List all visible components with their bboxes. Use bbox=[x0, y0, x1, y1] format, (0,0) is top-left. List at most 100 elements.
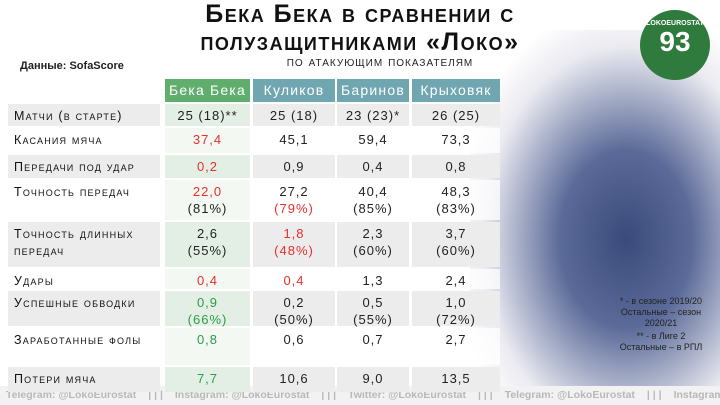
cell-value: 40,4 bbox=[358, 184, 388, 199]
cell-value: (85%) bbox=[353, 201, 393, 216]
cell-value: (66%) bbox=[187, 312, 228, 327]
row-label: Точность передач bbox=[8, 180, 160, 220]
table-cell: 9,0 bbox=[337, 367, 409, 392]
table-cell: 23 (23)* bbox=[337, 104, 409, 126]
row-label: Успешные обводки bbox=[8, 291, 160, 326]
column-header: Крыховяк bbox=[412, 79, 500, 102]
cell-value: 2,3 bbox=[362, 226, 384, 241]
table-cell: 10,6 bbox=[253, 367, 335, 392]
logo-number: 93 bbox=[659, 26, 691, 57]
cell-value: (81%) bbox=[187, 201, 228, 216]
cell-value: 9,0 bbox=[362, 371, 384, 386]
cell-value: (60%) bbox=[436, 243, 476, 258]
cell-value: 0,4 bbox=[283, 273, 305, 288]
row-label: Касания мяча bbox=[8, 128, 160, 153]
title-line: полузащитниками «Локо» bbox=[200, 28, 520, 56]
cell-value: 0,7 bbox=[362, 332, 384, 347]
cell-value: 0,2 bbox=[196, 159, 219, 174]
cell-value: 13,5 bbox=[441, 371, 471, 386]
row-label: Точность длинных передач bbox=[8, 222, 160, 267]
cell-value: 10,6 bbox=[279, 371, 309, 386]
table-cell: 40,4 (85%) bbox=[337, 180, 409, 220]
table-cell: 0,4 bbox=[253, 269, 335, 289]
table-cell: 0,5 (55%) bbox=[337, 291, 409, 327]
logo: LOKOEUROSTAT 93 bbox=[640, 10, 710, 80]
table-cell: 0,8 bbox=[412, 155, 500, 178]
table-cell: 0,7 bbox=[337, 328, 409, 365]
table-cell: 1,3 bbox=[337, 269, 409, 289]
footer-item: Twitter: @LokoEurostat bbox=[348, 389, 467, 401]
column-header: Бека Бека bbox=[165, 79, 250, 102]
table-cell: 0,2 (50%) bbox=[253, 291, 335, 327]
title-line: Бека Бека в сравнении с bbox=[205, 0, 515, 28]
separator: | | | bbox=[148, 389, 163, 401]
table-cell: 0,8 bbox=[165, 328, 250, 365]
cell-value: (50%) bbox=[274, 312, 314, 327]
table-cell: 45,1 bbox=[253, 128, 335, 153]
cell-value: (72%) bbox=[436, 312, 476, 327]
cell-value: (83%) bbox=[436, 201, 476, 216]
cell-value: 73,3 bbox=[441, 132, 471, 147]
logo-name: LOKOEUROSTAT bbox=[646, 20, 704, 27]
table-cell: 3,7 (60%) bbox=[412, 222, 500, 267]
table-cell: 37,4 bbox=[165, 128, 250, 153]
cell-value: 1,3 bbox=[362, 273, 384, 288]
table-cell: 73,3 bbox=[412, 128, 500, 153]
cell-value: 7,7 bbox=[196, 371, 219, 386]
table-cell: 0,2 bbox=[165, 155, 250, 178]
note: ** - в Лиге 2 Остальные – в РПЛ bbox=[619, 331, 703, 352]
row-label: Матчи (в старте) bbox=[8, 104, 160, 126]
player-photo bbox=[470, 30, 720, 405]
row-label: Удары bbox=[8, 269, 160, 289]
cell-value: 48,3 bbox=[441, 184, 471, 199]
table-cell: 59,4 bbox=[337, 128, 409, 153]
table-cell: 0,9 (66%) bbox=[165, 291, 250, 327]
cell-value: 0,9 bbox=[196, 295, 219, 310]
subtitle: по атакующим показателям bbox=[286, 53, 474, 69]
table-cell: 1,0 (72%) bbox=[412, 291, 500, 327]
table-cell: 13,5 bbox=[412, 367, 500, 392]
table-cell: 2,4 bbox=[412, 269, 500, 289]
separator: | | | bbox=[646, 389, 662, 401]
cell-value: 59,4 bbox=[358, 132, 388, 147]
cell-value: (55%) bbox=[353, 312, 393, 327]
cell-value: 0,4 bbox=[362, 159, 384, 174]
row-label: Заработанные фолы bbox=[8, 328, 160, 365]
cell-value: 0,8 bbox=[196, 332, 219, 347]
cell-value: 22,0 bbox=[192, 184, 223, 199]
cell-value: 27,2 bbox=[279, 184, 309, 199]
cell-value: 0,6 bbox=[283, 332, 305, 347]
table-cell: 2,7 bbox=[412, 328, 500, 365]
separator: | | | bbox=[321, 389, 337, 401]
cell-value: 25 (18)** bbox=[177, 108, 238, 123]
table-cell: 0,4 bbox=[165, 269, 250, 289]
cell-value: (79%) bbox=[274, 201, 314, 216]
cell-value: 3,7 bbox=[445, 226, 467, 241]
cell-value: 37,4 bbox=[192, 132, 223, 147]
table-cell: 2,3 (60%) bbox=[337, 222, 409, 267]
column-header: Баринов bbox=[337, 79, 409, 102]
cell-value: 0,9 bbox=[283, 159, 305, 174]
table-cell: 25 (18)** bbox=[165, 104, 250, 126]
table-cell: 2,6 (55%) bbox=[165, 222, 250, 267]
cell-value: (55%) bbox=[187, 243, 228, 258]
cell-value: 2,4 bbox=[445, 273, 467, 288]
cell-value: 0,5 bbox=[362, 295, 384, 310]
cell-value: 2,7 bbox=[445, 332, 467, 347]
cell-value: 2,6 bbox=[196, 226, 219, 241]
footer-item: Instagram: @LokoEuro bbox=[673, 389, 720, 401]
cell-value: 1,0 bbox=[445, 295, 467, 310]
footer-item: Telegram: @LokoEurostat bbox=[504, 389, 635, 401]
cell-value: 25 (18) bbox=[269, 108, 319, 123]
note: * - в сезоне 2019/20 Остальные – сезон 2… bbox=[619, 296, 703, 328]
table-cell: 48,3 (83%) bbox=[412, 180, 500, 220]
row-label: Передачи под удар bbox=[8, 155, 160, 178]
footer-item: Instagram: @LokoEurostat bbox=[174, 389, 310, 401]
table-cell: 22,0 (81%) bbox=[165, 180, 250, 220]
cell-value: (60%) bbox=[353, 243, 393, 258]
table-cell: 0,4 bbox=[337, 155, 409, 178]
notes: * - в сезоне 2019/20 Остальные – сезон 2… bbox=[612, 296, 710, 353]
row-label: Потери мяча bbox=[8, 367, 160, 392]
source: Данные: SofaScore bbox=[20, 60, 124, 72]
